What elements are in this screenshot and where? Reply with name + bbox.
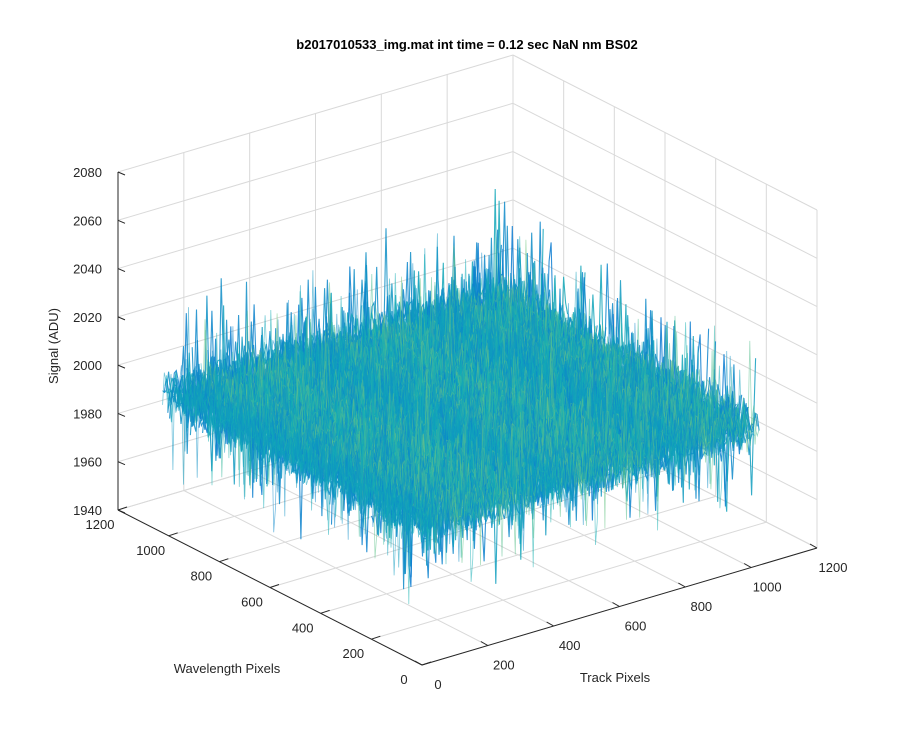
z-tick-mark: [117, 171, 126, 176]
surface-column: [438, 276, 699, 473]
z-tick-mark: [117, 509, 126, 514]
y-tick-label: 400: [292, 620, 314, 635]
z-tick-mark: [117, 412, 126, 417]
grid-line-y-floor: [371, 521, 767, 640]
tick-labels: 0 200 400 600 800 1000 1200 0 200 400 600 800 1000 12…: [73, 165, 847, 692]
y-tick-mark: [117, 506, 128, 511]
z-tick-label: 2060: [73, 213, 102, 228]
y-tick-label: 0: [400, 672, 407, 687]
y-tick-mark: [168, 532, 178, 537]
x-tick-mark: [480, 641, 489, 646]
x-tick-mark: [743, 563, 752, 568]
y-tick-label: 800: [190, 569, 212, 584]
x-tick-mark: [414, 660, 423, 666]
x-tick-label: 600: [625, 619, 647, 634]
grid-line-y-floor: [320, 495, 716, 614]
z-tick-mark: [117, 461, 126, 466]
y-tick-mark: [219, 558, 229, 563]
z-tick-label: 1960: [73, 455, 102, 470]
z-tick-mark: [117, 364, 126, 369]
z-tick-label: 2000: [73, 358, 102, 373]
x-tick-mark: [546, 621, 554, 627]
x-tick-label: 0: [434, 677, 441, 692]
x-tick-mark: [678, 582, 686, 588]
x-tick-mark: [809, 543, 818, 549]
surface-column: [162, 372, 423, 576]
y-tick-label: 200: [342, 646, 364, 661]
z-tick-mark: [117, 219, 126, 224]
y-tick-label: 600: [241, 595, 263, 610]
x-tick-label: 200: [493, 658, 515, 673]
y-axis-label: Wavelength Pixels: [174, 661, 281, 676]
axes: [117, 171, 818, 666]
x-tick-label: 1200: [819, 560, 848, 575]
z-tick-mark: [117, 268, 126, 273]
z-tick-label: 1940: [73, 503, 102, 518]
x-tick-label: 1000: [753, 580, 782, 595]
y-tick-mark: [269, 584, 280, 588]
z-tick-label: 2040: [73, 262, 102, 277]
x-tick-label: 400: [559, 638, 581, 653]
surface-column: [200, 341, 461, 547]
x-axis-label: Track Pixels: [580, 670, 651, 685]
z-tick-label: 2020: [73, 310, 102, 325]
z-tick-label: 2080: [73, 165, 102, 180]
surface-mesh: [162, 188, 760, 605]
y-tick-mark: [320, 609, 330, 614]
y-tick-label: 1200: [86, 517, 115, 532]
y-tick-label: 1000: [136, 543, 165, 558]
surface-column: [325, 304, 586, 510]
z-tick-label: 1980: [73, 406, 102, 421]
y-tick-mark: [421, 661, 432, 666]
x-tick-label: 800: [690, 599, 712, 614]
y-tick-mark: [371, 635, 381, 640]
chart-title: b2017010533_img.mat int time = 0.12 sec …: [296, 37, 637, 52]
z-tick-mark: [117, 316, 126, 321]
z-axis-label: Signal (ADU): [46, 308, 61, 384]
x-tick-mark: [612, 602, 620, 607]
